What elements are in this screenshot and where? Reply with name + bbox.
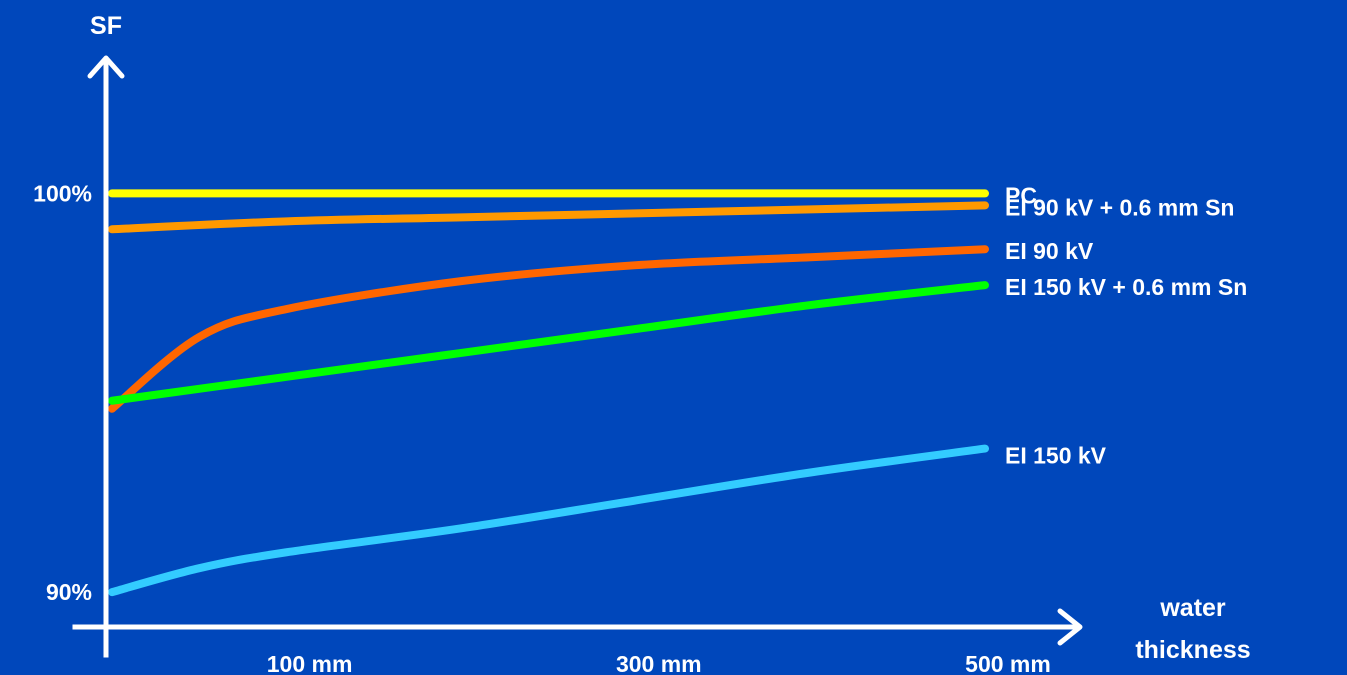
series-label-5: EI 150 kV [1005,443,1107,469]
axes [72,55,1083,658]
series-label-3: EI 90 kV [1005,238,1094,264]
x-tick-label: 300 mm [616,651,702,675]
y-tick-label: 100% [33,180,92,206]
series-lines [108,189,989,597]
x-tick-label: 100 mm [267,651,353,675]
tick-labels: 100 mm 300 mm 500 mm 100% 90% [33,180,1051,675]
y-axis-arrow-icon [87,55,125,79]
x-tick-label: 500 mm [965,651,1051,675]
series-line-4 [108,281,989,405]
x-axis-title-line1: water [1159,594,1226,622]
series-line-3 [108,245,989,413]
y-axis-title: SF [90,12,122,40]
series-line-5 [108,444,989,597]
series-line-2 [108,201,989,234]
y-tick-label: 90% [46,579,92,605]
x-axis-title-line2: thickness [1135,636,1250,664]
series-label-4: EI 150 kV + 0.6 mm Sn [1005,274,1247,300]
series-label-2: EI 90 kV + 0.6 mm Sn [1005,194,1234,220]
series-label-1: PC [1005,182,1037,208]
x-axis-arrow-icon [1057,608,1083,646]
